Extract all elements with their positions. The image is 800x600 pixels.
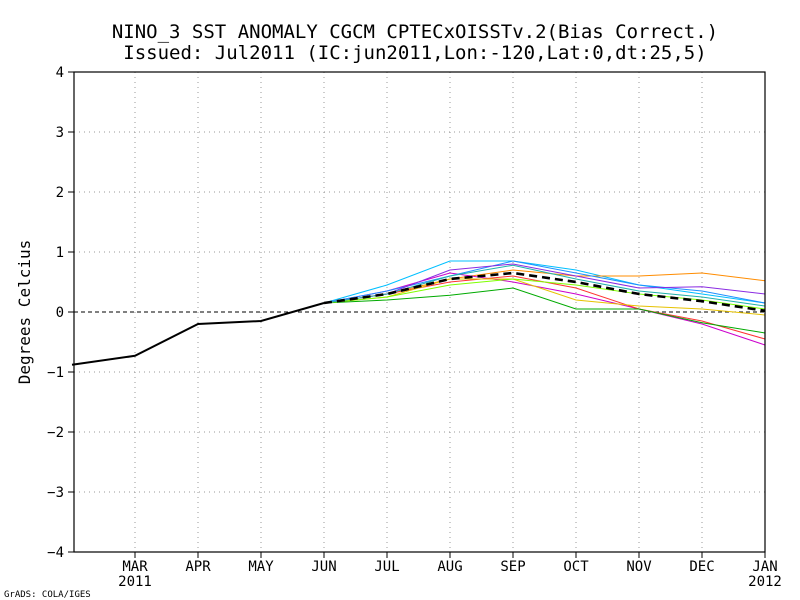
y-axis-label: Degrees Celcius <box>15 240 34 385</box>
ensemble-members <box>323 260 766 346</box>
x-tick-label: JUN <box>311 559 336 575</box>
y-tick-label: 2 <box>56 185 64 201</box>
y-tick-label: −3 <box>47 485 64 501</box>
y-tick-label: 4 <box>56 65 64 81</box>
x-tick-label: OCT <box>563 559 589 575</box>
series-line-member-10 <box>323 264 766 307</box>
gridlines <box>74 72 765 552</box>
y-tick-label: −4 <box>47 545 64 561</box>
observed-line <box>71 302 325 366</box>
x-tick-label: JUL <box>374 559 399 575</box>
series-line-member-9 <box>323 263 766 304</box>
x-tick-label: DEC <box>689 559 714 575</box>
x-tick-label: APR <box>185 559 211 575</box>
x-tick-label: AUG <box>437 559 462 575</box>
y-tick-label: 1 <box>56 245 64 261</box>
x-tick-label: SEP <box>500 559 525 575</box>
series-line-member-6 <box>323 260 766 304</box>
ensemble-mean-line <box>323 271 766 313</box>
chart-title: NINO_3 SST ANOMALY CGCM CPTECxOISSTv.2(B… <box>112 21 718 43</box>
x-tick-label: JAN <box>752 559 777 575</box>
x-tick-label: MAY <box>248 559 274 575</box>
x-year-label: 2012 <box>748 574 782 590</box>
series-line-member-4 <box>323 275 766 340</box>
grads-credit: GrADS: COLA/IGES <box>4 590 91 600</box>
y-tick-label: −2 <box>47 425 64 441</box>
y-axis-ticks: −4 −3 −2 −1 0 1 2 3 4 <box>47 65 74 561</box>
y-tick-label: 3 <box>56 125 64 141</box>
ensemble-mean-group <box>323 271 766 313</box>
chart-subtitle: Issued: Jul2011 (IC:jun2011,Lon:-120,Lat… <box>123 42 706 64</box>
observed-group <box>71 302 325 366</box>
series-line-member-7 <box>323 278 766 316</box>
x-year-label: 2011 <box>118 574 152 590</box>
series-line-member-5 <box>323 287 766 334</box>
y-tick-label: −1 <box>47 365 64 381</box>
x-tick-label: MAR <box>122 559 148 575</box>
y-tick-label: 0 <box>56 305 64 321</box>
x-tick-label: NOV <box>626 559 652 575</box>
x-axis-ticks: MAR APR MAY JUN JUL AUG SEP OCT NOV DEC JAN 2011 201… <box>118 552 782 590</box>
series-line-member-8 <box>323 278 766 310</box>
series-line-member-1 <box>323 260 766 304</box>
